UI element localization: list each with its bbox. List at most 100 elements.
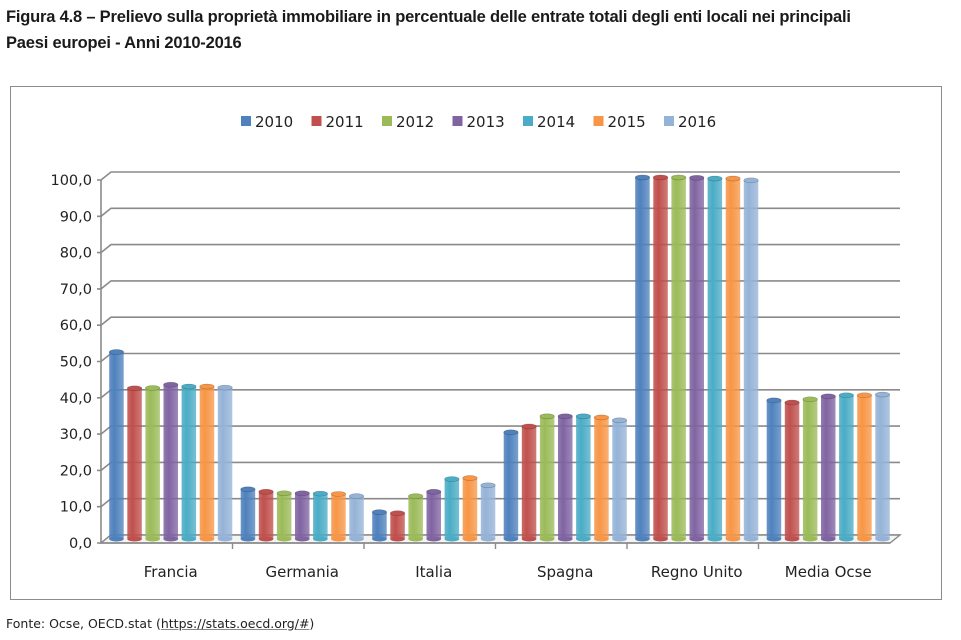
bar-cap <box>784 399 800 406</box>
bar <box>725 175 741 542</box>
bar <box>652 174 669 542</box>
source-link[interactable]: https://stats.oecd.org/# <box>160 616 310 631</box>
bar-body <box>743 180 759 539</box>
bar <box>312 490 328 542</box>
bar-base <box>521 536 537 542</box>
bar <box>707 175 723 542</box>
y-tick-label: 30,0 <box>60 427 92 443</box>
gridline <box>97 352 900 363</box>
bar-base <box>875 536 890 542</box>
gridline <box>97 207 900 218</box>
bar-body <box>635 177 650 539</box>
bar-base <box>784 536 800 542</box>
bar-body <box>127 388 142 539</box>
legend-label: 2010 <box>255 113 293 131</box>
gridline <box>97 243 900 254</box>
bar <box>217 384 233 542</box>
legend-label: 2015 <box>608 113 646 131</box>
bar-cap <box>240 486 256 493</box>
bar-cap <box>181 383 197 390</box>
x-tick-label: Spagna <box>537 563 593 581</box>
bar <box>444 476 460 542</box>
figure-title-line-1: Figura 4.8 – Prelievo sulla proprietà im… <box>6 8 851 26</box>
bar-cap <box>671 174 687 181</box>
bar-body <box>349 496 364 539</box>
gridline <box>97 389 900 399</box>
bar-body <box>612 420 627 539</box>
bar-base <box>349 536 364 542</box>
bar-base <box>821 536 836 542</box>
bar-body <box>462 478 478 539</box>
bar-base <box>295 536 310 542</box>
bar-cap <box>820 393 836 400</box>
bar-cap <box>521 423 537 430</box>
source-note: Fonte: Ocse, OECD.stat (https://stats.oe… <box>6 616 314 631</box>
bar <box>874 391 891 542</box>
legend-label: 2013 <box>467 113 505 131</box>
y-tick-label: 50,0 <box>60 355 92 371</box>
bar-cap <box>312 490 328 497</box>
bar-cap <box>689 175 705 181</box>
bar <box>634 174 651 542</box>
bar <box>108 349 124 542</box>
bar-base <box>181 536 197 542</box>
bar-cap <box>652 174 669 181</box>
bar <box>145 385 161 542</box>
bar-body <box>725 178 741 539</box>
bar <box>802 396 818 542</box>
bar <box>371 509 388 542</box>
bar-body <box>576 416 591 539</box>
bar-cap <box>557 413 573 420</box>
bar-body <box>558 416 573 539</box>
bar <box>689 175 705 542</box>
bar-body <box>163 384 178 539</box>
bar-base <box>408 536 423 542</box>
bar-base <box>390 536 405 542</box>
bar-body <box>689 177 704 539</box>
bar-cap <box>838 392 854 399</box>
legend-item: 2011 <box>311 113 364 131</box>
bar <box>611 417 628 542</box>
bar-base <box>480 536 496 542</box>
bar <box>389 510 406 542</box>
bar-cap <box>408 493 424 499</box>
bars <box>108 174 891 542</box>
bar-cap <box>199 383 215 390</box>
legend-item: 2012 <box>382 113 434 131</box>
bar-base <box>839 536 854 542</box>
bar-base <box>766 536 782 542</box>
bar-base <box>725 536 741 542</box>
bar <box>766 397 782 542</box>
bar-cap <box>480 482 496 489</box>
bar-body <box>181 386 197 539</box>
x-tick-label: Germania <box>266 563 339 581</box>
source-prefix: Fonte: Ocse, OECD.stat ( <box>6 616 161 631</box>
legend-swatch <box>593 116 604 126</box>
bar-base <box>462 536 478 542</box>
bar-body <box>671 177 686 539</box>
bar-body <box>802 399 818 539</box>
bar-body <box>331 493 346 539</box>
bar-cap <box>127 385 143 392</box>
y-tick-label: 40,0 <box>60 391 92 407</box>
bar-body <box>766 400 782 539</box>
bar-base <box>109 536 124 542</box>
bar <box>521 423 537 542</box>
bar-base <box>558 536 573 542</box>
bar <box>575 413 591 542</box>
bar-base <box>199 536 215 542</box>
bar <box>348 493 365 542</box>
bar-body <box>480 485 496 539</box>
bar-cap <box>163 381 179 388</box>
bar-base <box>503 536 519 542</box>
bar-base <box>576 536 591 542</box>
bar-cap <box>348 493 365 499</box>
bar-body <box>821 396 836 539</box>
bar <box>408 493 424 542</box>
bar-base <box>539 536 555 542</box>
bar-cap <box>258 489 274 495</box>
bar <box>163 381 179 542</box>
y-tick-label: 20,0 <box>60 463 92 479</box>
bar <box>181 383 197 542</box>
y-tick-label: 10,0 <box>60 500 92 516</box>
